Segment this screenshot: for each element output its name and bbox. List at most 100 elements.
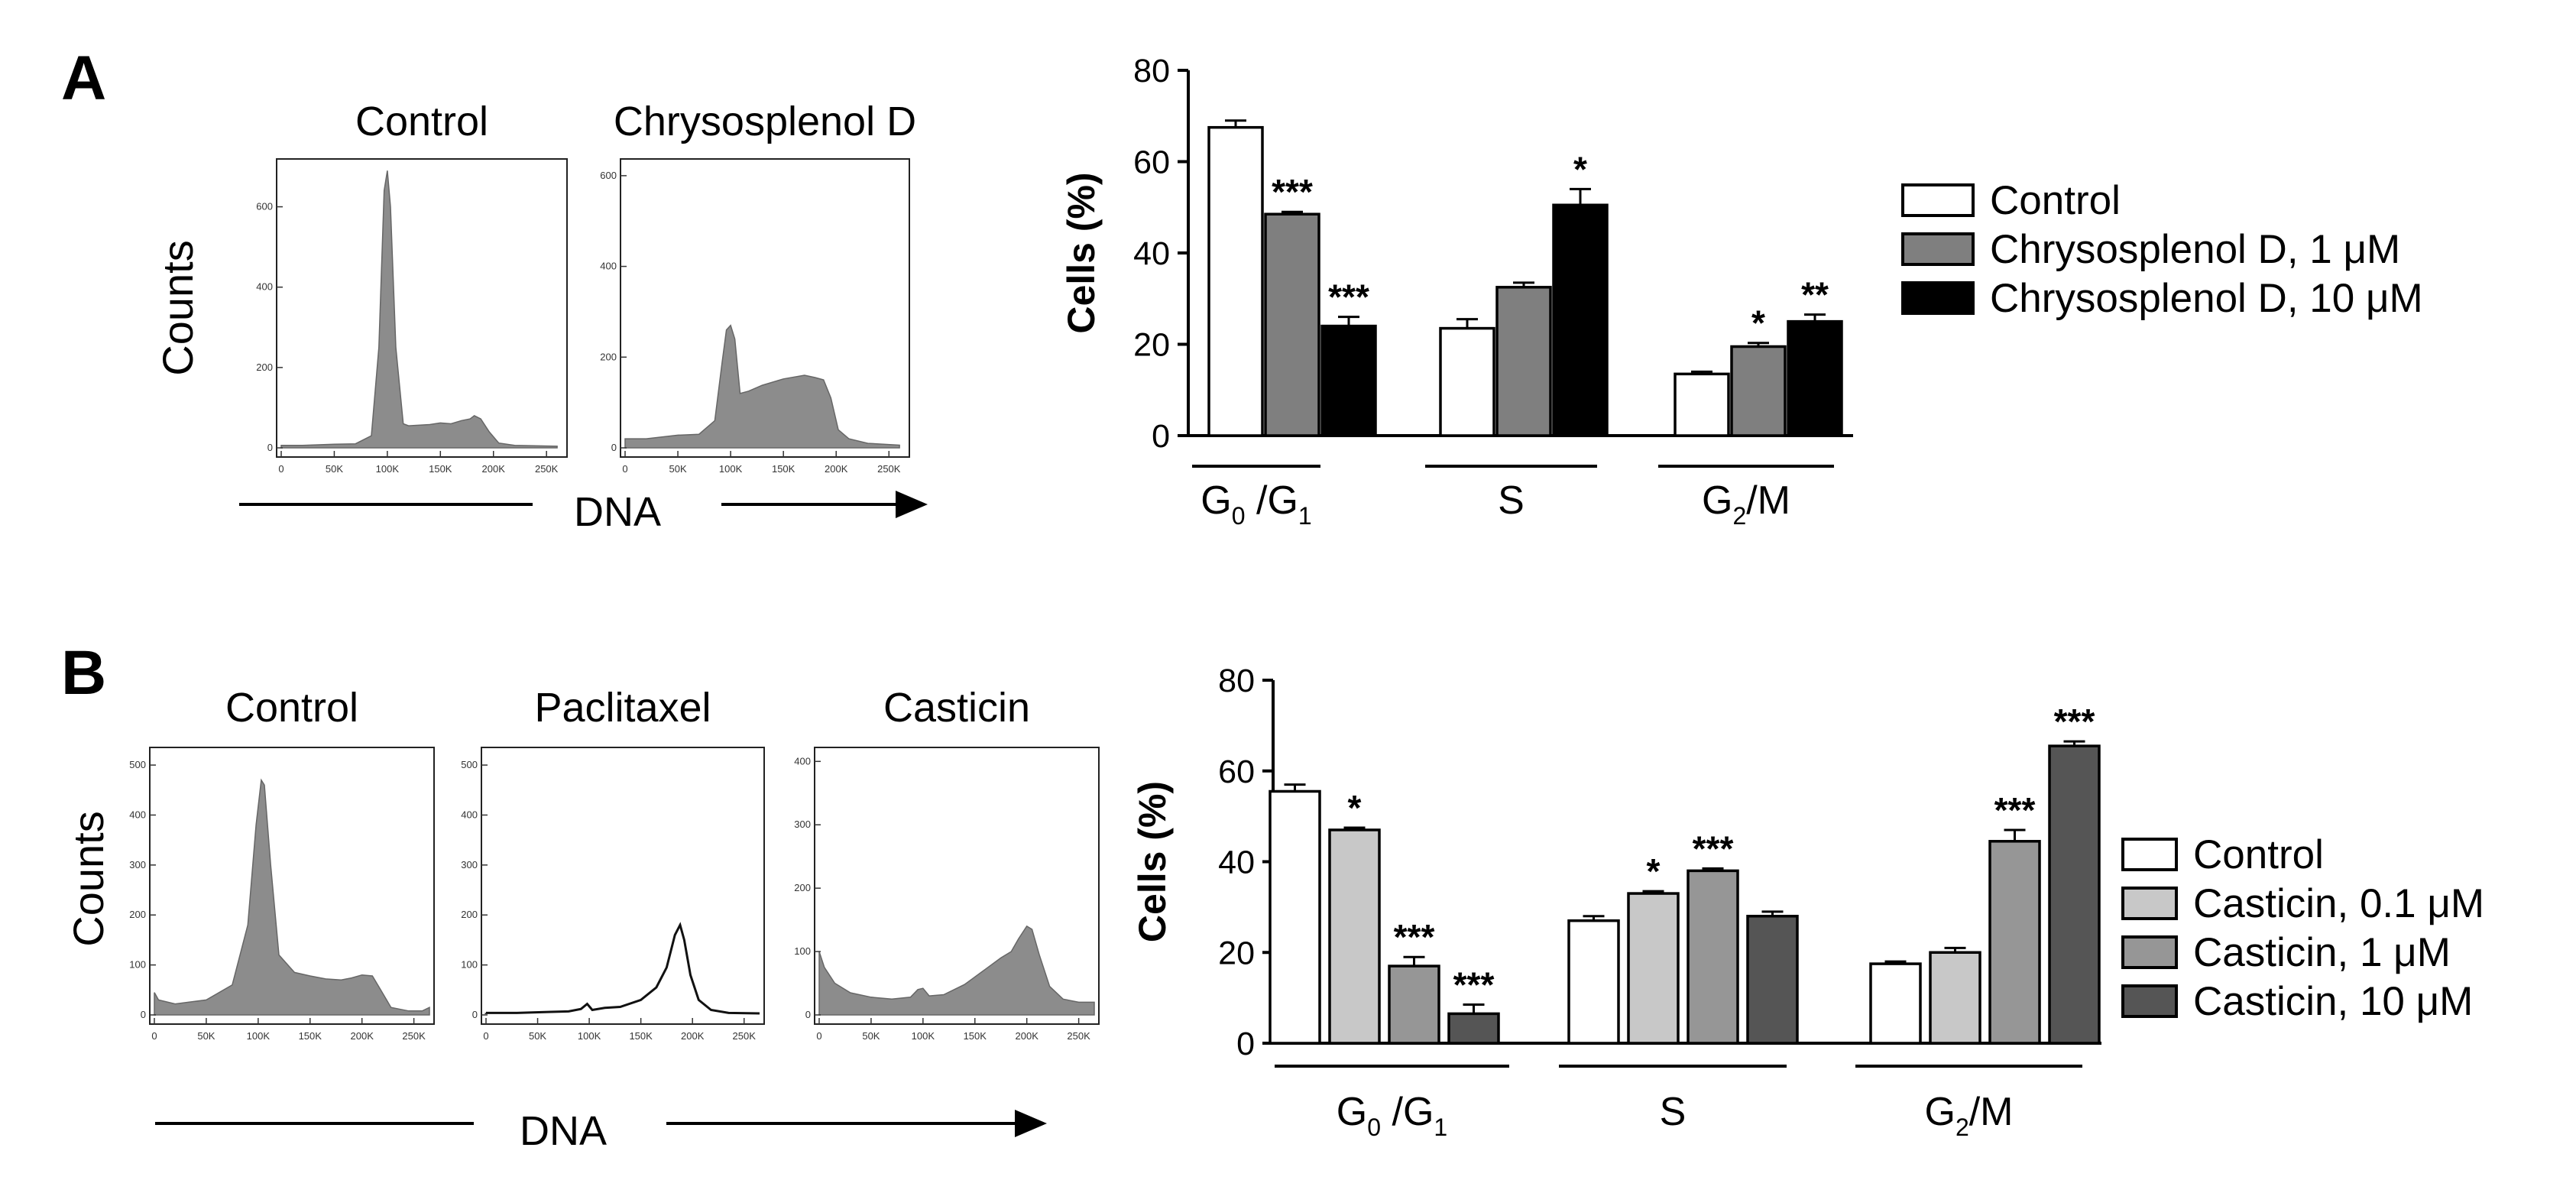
- histogram-y-tick-label: 0: [141, 1009, 146, 1020]
- category-label-part: 2: [1955, 1114, 1969, 1141]
- category-label-part: /M: [1969, 1090, 2014, 1134]
- significance-label: ***: [1394, 917, 1435, 957]
- histogram-frame: [620, 158, 910, 458]
- histogram-x-tick-label: 0: [278, 463, 284, 475]
- y-tick-label: 40: [1133, 235, 1170, 272]
- y-tick-label: 60: [1133, 144, 1170, 181]
- significance-label: *: [1348, 788, 1362, 828]
- y-tick-label: 0: [1152, 418, 1170, 455]
- histogram-x-tick-label: 50K: [529, 1030, 546, 1042]
- histogram-y-tick-label: 300: [461, 859, 478, 870]
- bar: [1730, 345, 1787, 437]
- histogram-title: Control: [355, 99, 488, 144]
- histogram-y-tick-label: 600: [600, 170, 617, 181]
- category-label: S: [1660, 1090, 1687, 1134]
- histogram-y-tick-label: 600: [256, 201, 273, 212]
- significance-label: *: [1573, 149, 1587, 189]
- significance-label: ***: [1453, 965, 1495, 1005]
- histogram-y-tick-label: 100: [129, 959, 146, 971]
- histogram-x-tick-label: 100K: [247, 1030, 271, 1042]
- bar: [1264, 212, 1320, 437]
- category-label-part: G: [1924, 1090, 1955, 1134]
- y-axis-label: Cells (%): [1131, 781, 1174, 942]
- legend-swatch: [1901, 281, 1975, 315]
- histogram-x-tick-label: 100K: [719, 463, 743, 475]
- significance-label: ***: [2054, 702, 2095, 741]
- bar: [1567, 919, 1620, 1045]
- category-label-part: S: [1660, 1090, 1687, 1134]
- histogram-x-tick-label: 150K: [429, 463, 452, 475]
- dna-axis-arrowhead: [1015, 1110, 1047, 1137]
- histogram-title: Chrysosplenol D: [614, 99, 916, 144]
- histogram-x-tick-label: 0: [622, 463, 627, 475]
- bar: [1495, 286, 1552, 437]
- y-tick-label: 80: [1133, 53, 1170, 89]
- histogram-y-tick-label: 200: [600, 351, 617, 362]
- y-tick-label: 20: [1133, 327, 1170, 364]
- histogram-y-label: Counts: [64, 811, 112, 946]
- histogram-x-tick-label: 0: [483, 1030, 488, 1042]
- legend-label: Casticin, 1 μM: [2193, 930, 2451, 975]
- histogram-y-tick-label: 400: [600, 261, 617, 272]
- histogram-y-tick-label: 100: [461, 959, 478, 971]
- panel-letter-a: A: [61, 44, 106, 113]
- category-label: S: [1498, 478, 1525, 523]
- significance-label: ***: [1272, 172, 1313, 212]
- histogram-area: [624, 324, 900, 449]
- histogram-y-tick-label: 100: [794, 945, 811, 957]
- legend-swatch: [2121, 935, 2178, 969]
- dna-axis-label: DNA: [574, 489, 661, 535]
- significance-label: ***: [1328, 277, 1369, 317]
- y-tick-label: 40: [1218, 844, 1255, 881]
- bar: [1674, 372, 1730, 437]
- bar: [1447, 1012, 1500, 1045]
- histogram-frame: [149, 747, 435, 1025]
- legend-swatch: [2121, 887, 2178, 920]
- histogram-x-tick-label: 0: [151, 1030, 157, 1042]
- category-label-part: 0: [1232, 502, 1246, 530]
- category-label: G2/M: [1702, 478, 1790, 530]
- histogram-y-tick-label: 200: [461, 909, 478, 920]
- histogram-x-tick-label: 50K: [197, 1030, 215, 1042]
- histogram-y-tick-label: 300: [129, 859, 146, 870]
- category-label-part: G: [1337, 1090, 1367, 1134]
- histogram-title: Control: [225, 685, 358, 731]
- histogram-x-tick-label: 200K: [482, 463, 506, 475]
- category-label-part: S: [1498, 478, 1525, 523]
- y-axis-label: Cells (%): [1060, 172, 1103, 333]
- histogram-x-tick-label: 150K: [772, 463, 795, 475]
- histogram-x-tick-label: 0: [816, 1030, 821, 1042]
- histogram-x-tick-label: 50K: [669, 463, 686, 475]
- histogram-x-tick-label: 250K: [535, 463, 559, 475]
- histogram-y-tick-label: 400: [129, 809, 146, 820]
- bar: [1988, 840, 2041, 1045]
- category-label: G2/M: [1924, 1090, 2013, 1141]
- bar: [1269, 789, 1321, 1045]
- legend-label: Control: [2193, 832, 2324, 877]
- histogram-x-tick-label: 200K: [351, 1030, 374, 1042]
- histogram-y-tick-label: 500: [129, 759, 146, 770]
- histogram-y-tick-label: 400: [256, 281, 273, 293]
- category-label-part: G: [1702, 478, 1732, 523]
- significance-label: **: [1801, 275, 1829, 315]
- histogram-frame: [814, 747, 1100, 1025]
- legend-swatch: [1901, 232, 1975, 266]
- histogram-x-tick-label: 250K: [402, 1030, 426, 1042]
- histogram-x-tick-label: 200K: [681, 1030, 705, 1042]
- histogram-title: Casticin: [883, 685, 1030, 731]
- histogram-x-tick-label: 100K: [578, 1030, 601, 1042]
- legend-label: Chrysosplenol D, 10 μM: [1990, 276, 2423, 321]
- legend-label: Casticin, 0.1 μM: [2193, 881, 2484, 926]
- histogram-y-tick-label: 300: [794, 819, 811, 830]
- histogram-area: [818, 925, 1095, 1016]
- significance-label: ***: [1693, 828, 1734, 868]
- histogram-x-tick-label: 50K: [326, 463, 343, 475]
- category-label-part: 1: [1298, 502, 1312, 530]
- bar: [1207, 125, 1264, 437]
- histogram-x-tick-label: 250K: [1067, 1030, 1090, 1042]
- y-tick-label: 0: [1236, 1026, 1255, 1062]
- category-label-part: 1: [1434, 1114, 1447, 1141]
- histogram-area: [280, 170, 558, 449]
